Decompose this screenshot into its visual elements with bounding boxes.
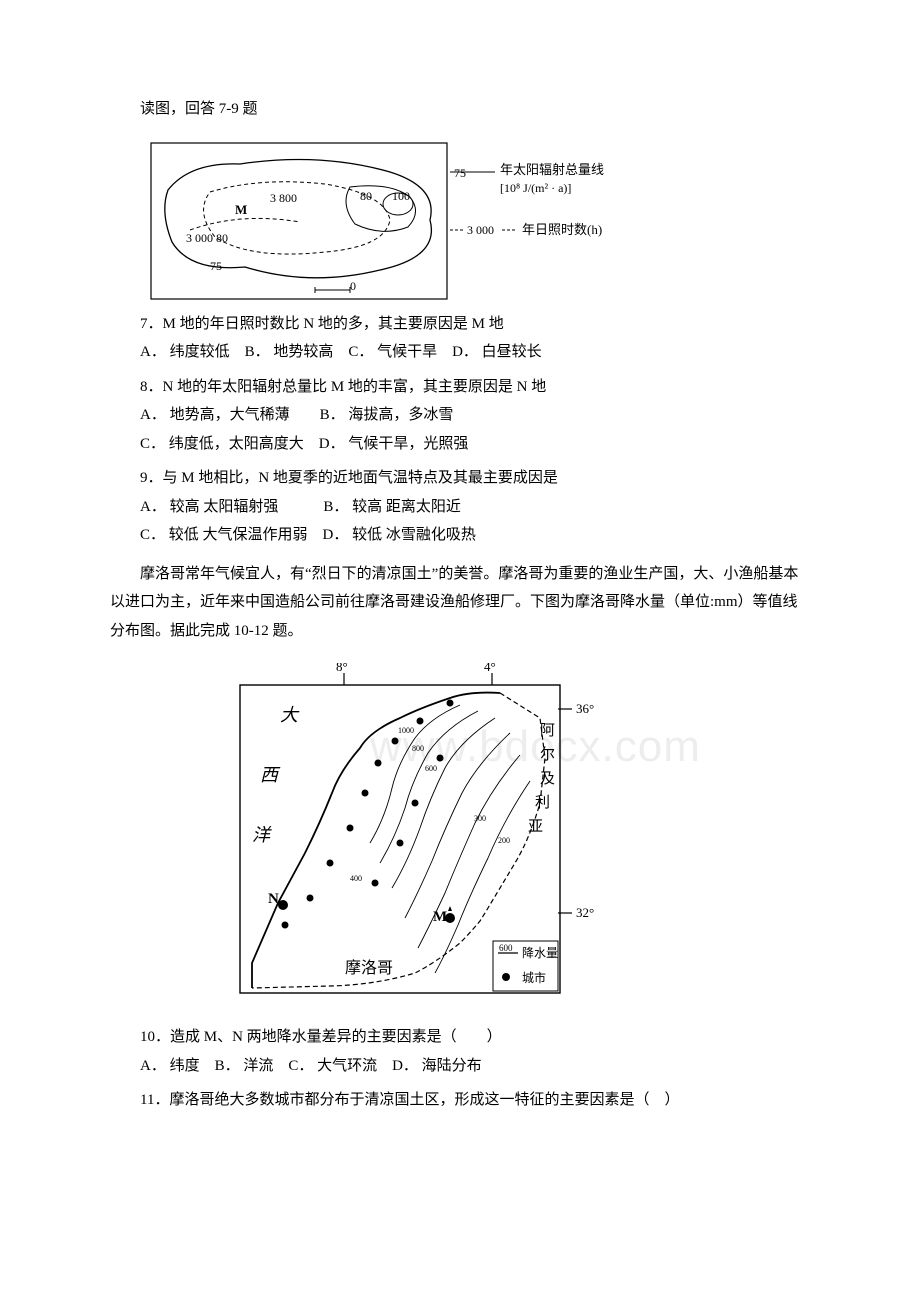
q8-options-row2: C． 纬度低，太阳高度大 D． 气候干旱，光照强 [110,430,810,459]
figure1-frame [151,143,447,299]
q9-options-row2: C． 较低 大气保温作用弱 D． 较低 冰雪融化吸热 [110,521,810,550]
legend-unit: [10⁸ J/(m² · a)] [500,181,571,195]
q10-options: A． 纬度 B． 洋流 C． 大气环流 D． 海陆分布 [110,1052,810,1081]
section1-intro: 读图，回答 7-9 题 [110,95,810,124]
iso-label-200: 200 [498,836,510,845]
marker-N: N [268,891,279,907]
q7-stem: 7．M 地的年日照时数比 N 地的多，其主要原因是 M 地 [110,310,810,339]
q11-stem: 11．摩洛哥绝大多数城市都分布于清凉国土区，形成这一特征的主要因素是（ ） [110,1086,810,1115]
neighbor-2: 尔 [540,746,555,763]
city-dot [347,825,354,832]
iso-label-600: 600 [425,764,437,773]
city-dot [362,790,369,797]
iso-label-1000: 1000 [398,726,414,735]
iso-label-300: 300 [474,814,486,823]
legend-text2: 年日照时数(h) [522,222,602,237]
q9-options-row1: A． 较高 太阳辐射强 B． 较高 距离太阳近 [110,493,810,522]
neighbor-4: 利 [535,794,550,811]
city-dot [375,760,382,767]
iso-800 [380,711,478,863]
neighbor-3: 及 [540,771,555,787]
legend-city-text: 城市 [522,970,546,985]
city-dot [307,895,314,902]
city-dot [437,755,444,762]
label-3000-80: 3 000 80 [186,231,228,245]
label-80: 80 [360,189,372,203]
city-dot [372,880,379,887]
q10-stem: 10．造成 M、N 两地降水量差异的主要因素是（ ） [110,1023,810,1052]
label-M: M [235,202,247,217]
q8-stem: 8．N 地的年太阳辐射总量比 M 地的丰富，其主要原因是 N 地 [110,373,810,402]
legend-75: 75 [454,166,466,180]
legend-text1: 年太阳辐射总量线 [500,162,604,177]
marker-M-tri [448,906,452,911]
coastline [252,693,500,988]
neighbor-1: 阿 [540,722,555,739]
city-dot [327,860,334,867]
ocean-xi: 西 [260,765,281,785]
lat-32: 32° [576,905,594,920]
figure-1: M 3 800 3 000 80 75 80 100 0 75 年太阳辐射总量线… [150,142,810,300]
city-dot [282,922,289,929]
legend-city-dot [502,973,510,981]
marker-M: M [433,909,447,925]
label-100: 100 [392,189,410,203]
figure-1-svg: M 3 800 3 000 80 75 80 100 0 75 年太阳辐射总量线… [150,142,620,300]
label-75-lower: 75 [210,259,222,273]
lon-4: 4° [484,663,496,674]
q7-options: A． 纬度较低 B． 地势较高 C． 气候干旱 D． 白昼较长 [110,338,810,367]
city-dot [447,700,454,707]
ocean-da: 大 [280,705,300,725]
figure-2: 8° 4° 36° 32° 1000 800 600 [220,663,810,1013]
label-0: 0 [350,279,356,293]
section2-intro: 摩洛哥常年气候宜人，有“烈日下的清凉国土”的美誉。摩洛哥为重要的渔业生产国，大、… [110,560,810,646]
label-3800: 3 800 [270,191,297,205]
legend-3000: 3 000 [467,223,494,237]
marker-N-dot [278,900,288,910]
q8-options-row1: A． 地势高，大气稀薄 B． 海拔高，多冰雪 [110,401,810,430]
neighbor-5: 亚 [528,819,543,835]
lat-36: 36° [576,701,594,716]
q9-stem: 9．与 M 地相比，N 地夏季的近地面气温特点及其最主要成因是 [110,464,810,493]
iso-label-400: 400 [350,874,362,883]
basin-outline [165,159,432,277]
ocean-yang: 洋 [252,825,272,845]
legend-600: 600 [499,943,513,953]
lon-8: 8° [336,663,348,674]
legend-rain-text: 降水量 [522,946,558,960]
iso-600 [392,718,495,888]
city-dot [392,738,399,745]
country-label: 摩洛哥 [345,959,393,977]
page: 读图，回答 7-9 题 M 3 800 3 000 80 75 80 100 0 [110,95,810,1115]
figure-2-svg: 8° 4° 36° 32° 1000 800 600 [220,663,620,1013]
city-dot [397,840,404,847]
iso-label-800: 800 [412,744,424,753]
city-dot [412,800,419,807]
city-dot [417,718,424,725]
